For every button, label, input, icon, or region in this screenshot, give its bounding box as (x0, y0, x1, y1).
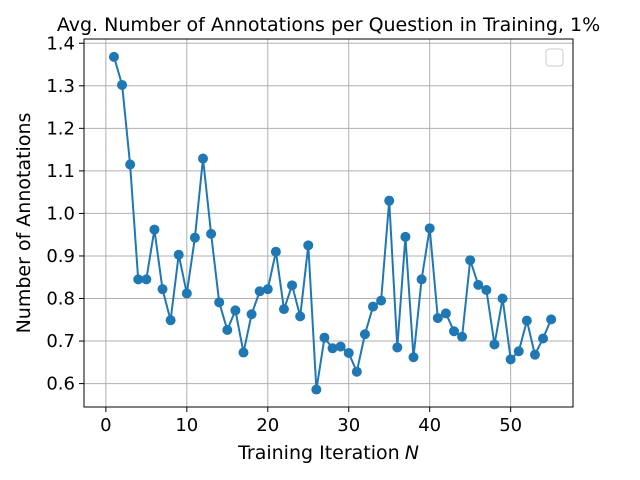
y-tick-label: 1.2 (46, 118, 75, 139)
data-point (473, 279, 484, 290)
data-point (546, 314, 557, 325)
data-point (408, 352, 419, 363)
data-point (198, 153, 209, 164)
y-tick-label: 1.1 (46, 161, 75, 182)
data-point (125, 159, 136, 170)
x-axis-label-text: Training Iteration (237, 442, 400, 464)
x-tick-label: 0 (100, 415, 111, 436)
data-point (173, 249, 184, 260)
x-tick-label: 30 (337, 415, 360, 436)
y-tick-label: 1.4 (46, 33, 75, 54)
data-point (303, 240, 314, 251)
data-point (214, 297, 225, 308)
data-point (278, 304, 289, 315)
data-point (392, 342, 403, 353)
y-tick-label: 0.8 (46, 289, 75, 310)
data-point (319, 332, 330, 343)
data-point (432, 313, 443, 324)
data-point (359, 329, 370, 340)
data-point (529, 349, 540, 360)
data-point (311, 384, 322, 395)
data-point (230, 305, 241, 316)
data-point (222, 324, 233, 335)
gridlines (84, 39, 573, 407)
data-point (440, 308, 451, 319)
x-axis-label: Training Iteration N (237, 442, 419, 464)
data-point (368, 301, 379, 312)
data-point (189, 232, 200, 243)
data-point (108, 51, 119, 62)
data-point (238, 347, 249, 358)
data-point (497, 293, 508, 304)
y-tick-label: 0.6 (46, 374, 75, 395)
axis-ticks: 0 10 20 30 40 50 0.6 0.7 0.8 0.9 1.0 1.1 1.2 1.3 1.4 (46, 33, 522, 436)
data-point (181, 288, 192, 299)
data-point (343, 347, 354, 358)
data-point (262, 284, 273, 295)
data-point (505, 354, 516, 365)
chart-title: Avg. Number of Annotations per Question … (57, 14, 600, 36)
x-tick-label: 10 (175, 415, 198, 436)
data-points (108, 51, 557, 395)
data-point (157, 284, 168, 295)
data-point (327, 343, 338, 354)
data-point (246, 309, 257, 320)
x-tick-label: 40 (418, 415, 441, 436)
x-tick-label: 50 (499, 415, 522, 436)
y-tick-label: 1.0 (46, 203, 75, 224)
data-point (416, 274, 427, 285)
data-point (287, 280, 298, 291)
data-point (481, 285, 492, 296)
data-point (538, 333, 549, 344)
data-point (254, 286, 265, 297)
data-point (206, 228, 217, 239)
y-tick-label: 0.9 (46, 246, 75, 267)
data-point (165, 315, 176, 326)
plot-frame (83, 38, 574, 408)
data-point (513, 346, 524, 357)
legend-box (545, 48, 564, 67)
data-point (457, 331, 468, 342)
data-point (117, 79, 128, 90)
y-axis-label: Number of Annotations (13, 113, 35, 334)
data-point (448, 326, 459, 337)
data-point (400, 231, 411, 242)
data-point (384, 195, 395, 206)
data-point (141, 274, 152, 285)
data-point (270, 246, 281, 257)
data-point (149, 224, 160, 235)
data-point (465, 255, 476, 266)
data-point (351, 366, 362, 377)
x-tick-label: 20 (256, 415, 279, 436)
y-tick-label: 1.3 (46, 76, 75, 97)
y-tick-label: 0.7 (46, 331, 75, 352)
data-point (489, 339, 500, 350)
data-point (295, 311, 306, 322)
data-point (133, 274, 144, 285)
data-point (335, 341, 346, 352)
data-point (424, 223, 435, 234)
data-point (376, 295, 387, 306)
x-axis-label-variable: N (405, 442, 419, 464)
data-point (521, 315, 532, 326)
